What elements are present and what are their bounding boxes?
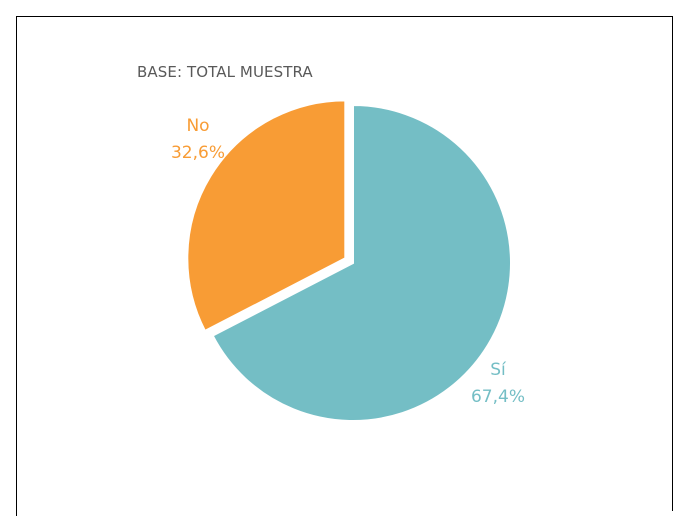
slice-label-no-value: 32,6% xyxy=(171,143,225,163)
pie-slice-no xyxy=(186,99,347,333)
pie-slice-si xyxy=(211,103,512,422)
chart-subtitle: BASE: TOTAL MUESTRA xyxy=(137,63,313,81)
slice-label-si-value: 67,4% xyxy=(471,387,525,407)
chart-frame-right-border xyxy=(672,16,673,511)
slice-label-no-name: No xyxy=(186,116,209,136)
slice-label-si-name: Sí xyxy=(490,360,507,380)
